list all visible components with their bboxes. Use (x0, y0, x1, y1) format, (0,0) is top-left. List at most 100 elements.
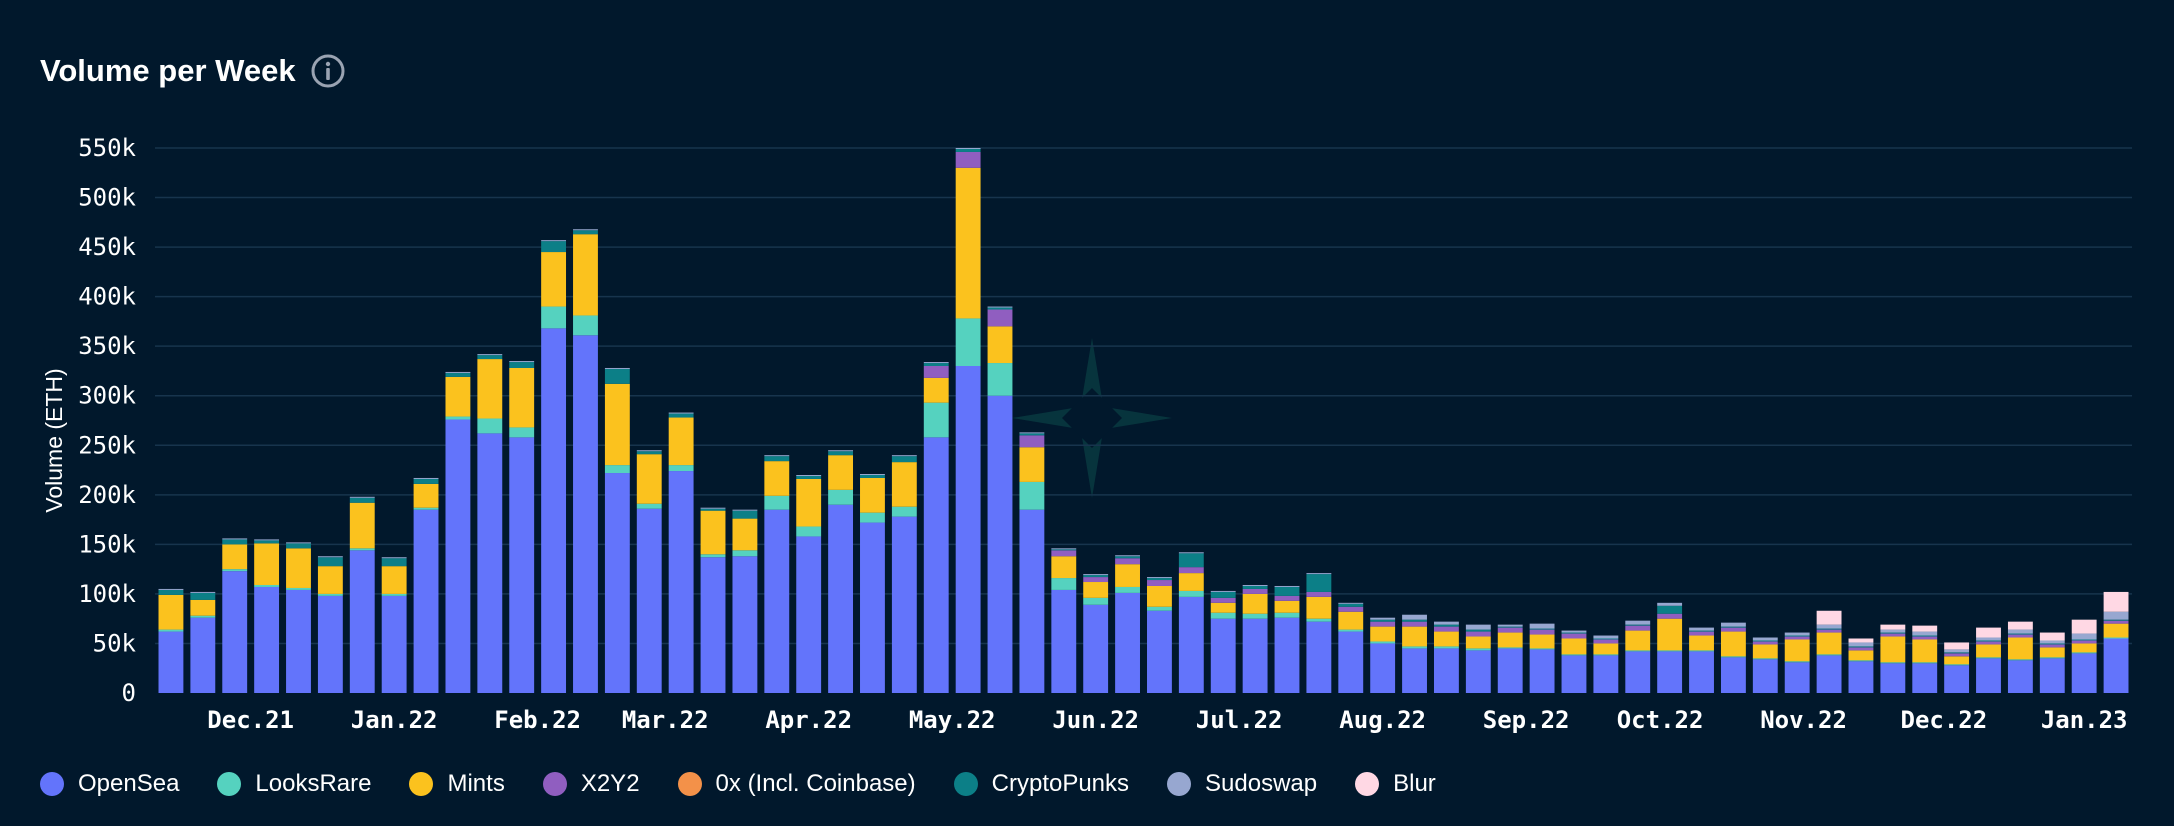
bar-segment[interactable] (1147, 610, 1172, 693)
bar-segment[interactable] (1465, 624, 1491, 630)
bar-segment[interactable] (445, 372, 471, 377)
bar-segment[interactable] (1147, 580, 1172, 586)
bar-segment[interactable] (254, 543, 280, 585)
bar-segment[interactable] (2007, 621, 2033, 630)
bar-segment[interactable] (1912, 625, 1938, 632)
bar-stack[interactable] (509, 361, 535, 693)
bar-segment[interactable] (700, 507, 726, 509)
bar-segment[interactable] (1178, 573, 1204, 591)
bar-segment[interactable] (1784, 662, 1810, 693)
bar-segment[interactable] (190, 615, 216, 618)
bar-segment[interactable] (636, 503, 662, 509)
bar-segment[interactable] (381, 558, 407, 567)
bar-segment[interactable] (541, 306, 567, 329)
bar-segment[interactable] (1083, 604, 1109, 693)
bar-stack[interactable] (1561, 630, 1587, 693)
bar-segment[interactable] (1529, 649, 1555, 693)
bar-segment[interactable] (317, 557, 343, 567)
bar-segment[interactable] (286, 587, 311, 590)
bar-segment[interactable] (828, 489, 854, 505)
bar-segment[interactable] (1306, 574, 1332, 592)
bar-segment[interactable] (445, 376, 471, 417)
bar-segment[interactable] (923, 437, 949, 693)
bar-segment[interactable] (541, 252, 567, 307)
bar-segment[interactable] (1433, 648, 1459, 693)
bar-segment[interactable] (2103, 591, 2129, 612)
bar-segment[interactable] (317, 595, 343, 693)
bar-stack[interactable] (349, 496, 375, 693)
bar-segment[interactable] (668, 465, 694, 472)
bar-stack[interactable] (1115, 555, 1140, 693)
bar-segment[interactable] (1752, 658, 1778, 660)
bar-segment[interactable] (1370, 643, 1396, 693)
bar-segment[interactable] (604, 473, 630, 693)
bar-stack[interactable] (1210, 590, 1236, 693)
bar-segment[interactable] (1784, 639, 1810, 662)
bar-segment[interactable] (2039, 640, 2065, 644)
bar-segment[interactable] (796, 536, 822, 693)
bar-segment[interactable] (1178, 552, 1204, 554)
bar-segment[interactable] (860, 475, 885, 478)
bar-segment[interactable] (1370, 621, 1396, 627)
bar-segment[interactable] (1880, 662, 1906, 664)
bar-segment[interactable] (1370, 641, 1396, 644)
bar-stack[interactable] (158, 588, 184, 693)
bar-segment[interactable] (1210, 591, 1236, 598)
bar-segment[interactable] (1625, 625, 1651, 631)
bar-segment[interactable] (1274, 612, 1300, 618)
bar-segment[interactable] (1689, 627, 1714, 631)
bar-stack[interactable] (700, 507, 726, 693)
bar-segment[interactable] (955, 167, 981, 319)
bar-segment[interactable] (2039, 644, 2065, 648)
bar-segment[interactable] (445, 419, 471, 693)
bar-segment[interactable] (2071, 643, 2097, 653)
bar-segment[interactable] (2039, 658, 2065, 693)
bar-stack[interactable] (764, 455, 790, 693)
bar-segment[interactable] (1115, 555, 1140, 557)
bar-segment[interactable] (1465, 629, 1491, 632)
bar-stack[interactable] (1593, 635, 1619, 693)
bar-segment[interactable] (2071, 633, 2097, 640)
bar-segment[interactable] (254, 540, 280, 544)
bar-segment[interactable] (1115, 592, 1140, 693)
bar-stack[interactable] (604, 367, 630, 693)
bar-segment[interactable] (509, 437, 535, 693)
bar-segment[interactable] (636, 454, 662, 504)
bar-stack[interactable] (1083, 574, 1109, 693)
bar-segment[interactable] (1625, 651, 1651, 693)
bar-segment[interactable] (636, 450, 662, 452)
bar-segment[interactable] (413, 478, 439, 484)
bar-segment[interactable] (1976, 657, 2001, 659)
bar-segment[interactable] (2103, 637, 2129, 639)
bar-segment[interactable] (1274, 617, 1300, 693)
bar-segment[interactable] (190, 591, 216, 593)
bar-segment[interactable] (1147, 585, 1172, 607)
bar-segment[interactable] (1657, 602, 1683, 606)
bar-segment[interactable] (1370, 626, 1396, 642)
bar-segment[interactable] (1720, 626, 1746, 628)
bar-stack[interactable] (796, 475, 822, 693)
bar-segment[interactable] (1976, 640, 2001, 642)
bar-segment[interactable] (860, 512, 885, 523)
bar-stack[interactable] (955, 148, 981, 693)
bar-segment[interactable] (668, 412, 694, 414)
bar-segment[interactable] (1689, 630, 1714, 632)
bar-segment[interactable] (987, 326, 1013, 364)
bar-segment[interactable] (222, 539, 248, 545)
bar-stack[interactable] (1529, 623, 1555, 693)
bar-segment[interactable] (1944, 664, 1970, 666)
bar-segment[interactable] (891, 516, 917, 693)
bar-segment[interactable] (1561, 633, 1587, 639)
bar-segment[interactable] (1976, 644, 2001, 658)
bar-stack[interactable] (923, 362, 949, 693)
bar-segment[interactable] (1083, 582, 1109, 598)
bar-segment[interactable] (1433, 646, 1459, 649)
bar-segment[interactable] (381, 557, 407, 559)
bar-stack[interactable] (541, 240, 567, 693)
bar-segment[interactable] (700, 510, 726, 555)
bar-segment[interactable] (1306, 591, 1332, 597)
bar-segment[interactable] (764, 509, 790, 693)
bar-segment[interactable] (668, 471, 694, 693)
legend-item[interactable]: LooksRare (217, 770, 371, 798)
bar-segment[interactable] (1593, 638, 1619, 640)
